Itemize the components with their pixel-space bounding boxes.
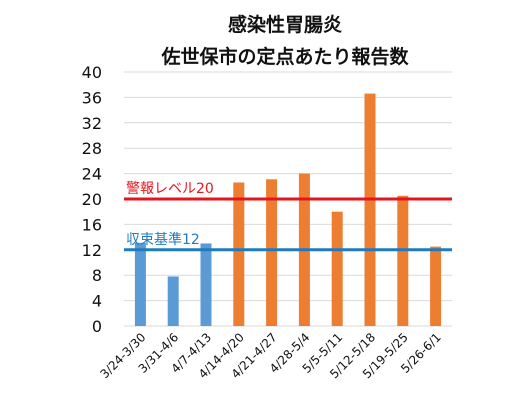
- bar: [331, 211, 343, 326]
- chart-title-line-1: 感染性胃腸炎: [228, 13, 342, 36]
- y-tick-label: 4: [92, 292, 102, 311]
- y-tick-label: 40: [82, 63, 102, 82]
- reference-line-label: 収束基準12: [126, 231, 200, 248]
- y-tick-label: 16: [82, 215, 102, 234]
- bar: [134, 242, 146, 326]
- y-axis-ticks: 0 4 8 12 16 20 24 28 32 36 40: [82, 63, 102, 336]
- x-axis-ticks: 3/24-3/303/31-4/64/7-4/134/14-4/204/21-4…: [97, 330, 443, 381]
- y-tick-label: 0: [92, 317, 102, 336]
- y-tick-label: 20: [82, 190, 102, 209]
- bar: [167, 276, 179, 326]
- bar: [200, 243, 212, 326]
- y-tick-label: 36: [82, 88, 102, 107]
- chart-title-line-2: 佐世保市の定点あたり報告数: [160, 45, 409, 68]
- bar: [397, 195, 409, 326]
- bar: [364, 93, 376, 326]
- y-tick-label: 8: [92, 266, 102, 285]
- reference-line-label: 警報レベル20: [126, 181, 214, 197]
- y-tick-label: 32: [82, 114, 102, 133]
- y-tick-label: 24: [82, 165, 102, 184]
- x-tick-label: 3/24-3/30: [97, 330, 148, 381]
- reference-lines: 警報レベル20 収束基準12: [124, 181, 452, 252]
- bar: [430, 246, 442, 326]
- bar: [266, 179, 278, 326]
- bars: [134, 93, 442, 326]
- bar: [233, 182, 245, 326]
- y-tick-label: 28: [82, 139, 102, 158]
- y-tick-label: 12: [82, 241, 102, 260]
